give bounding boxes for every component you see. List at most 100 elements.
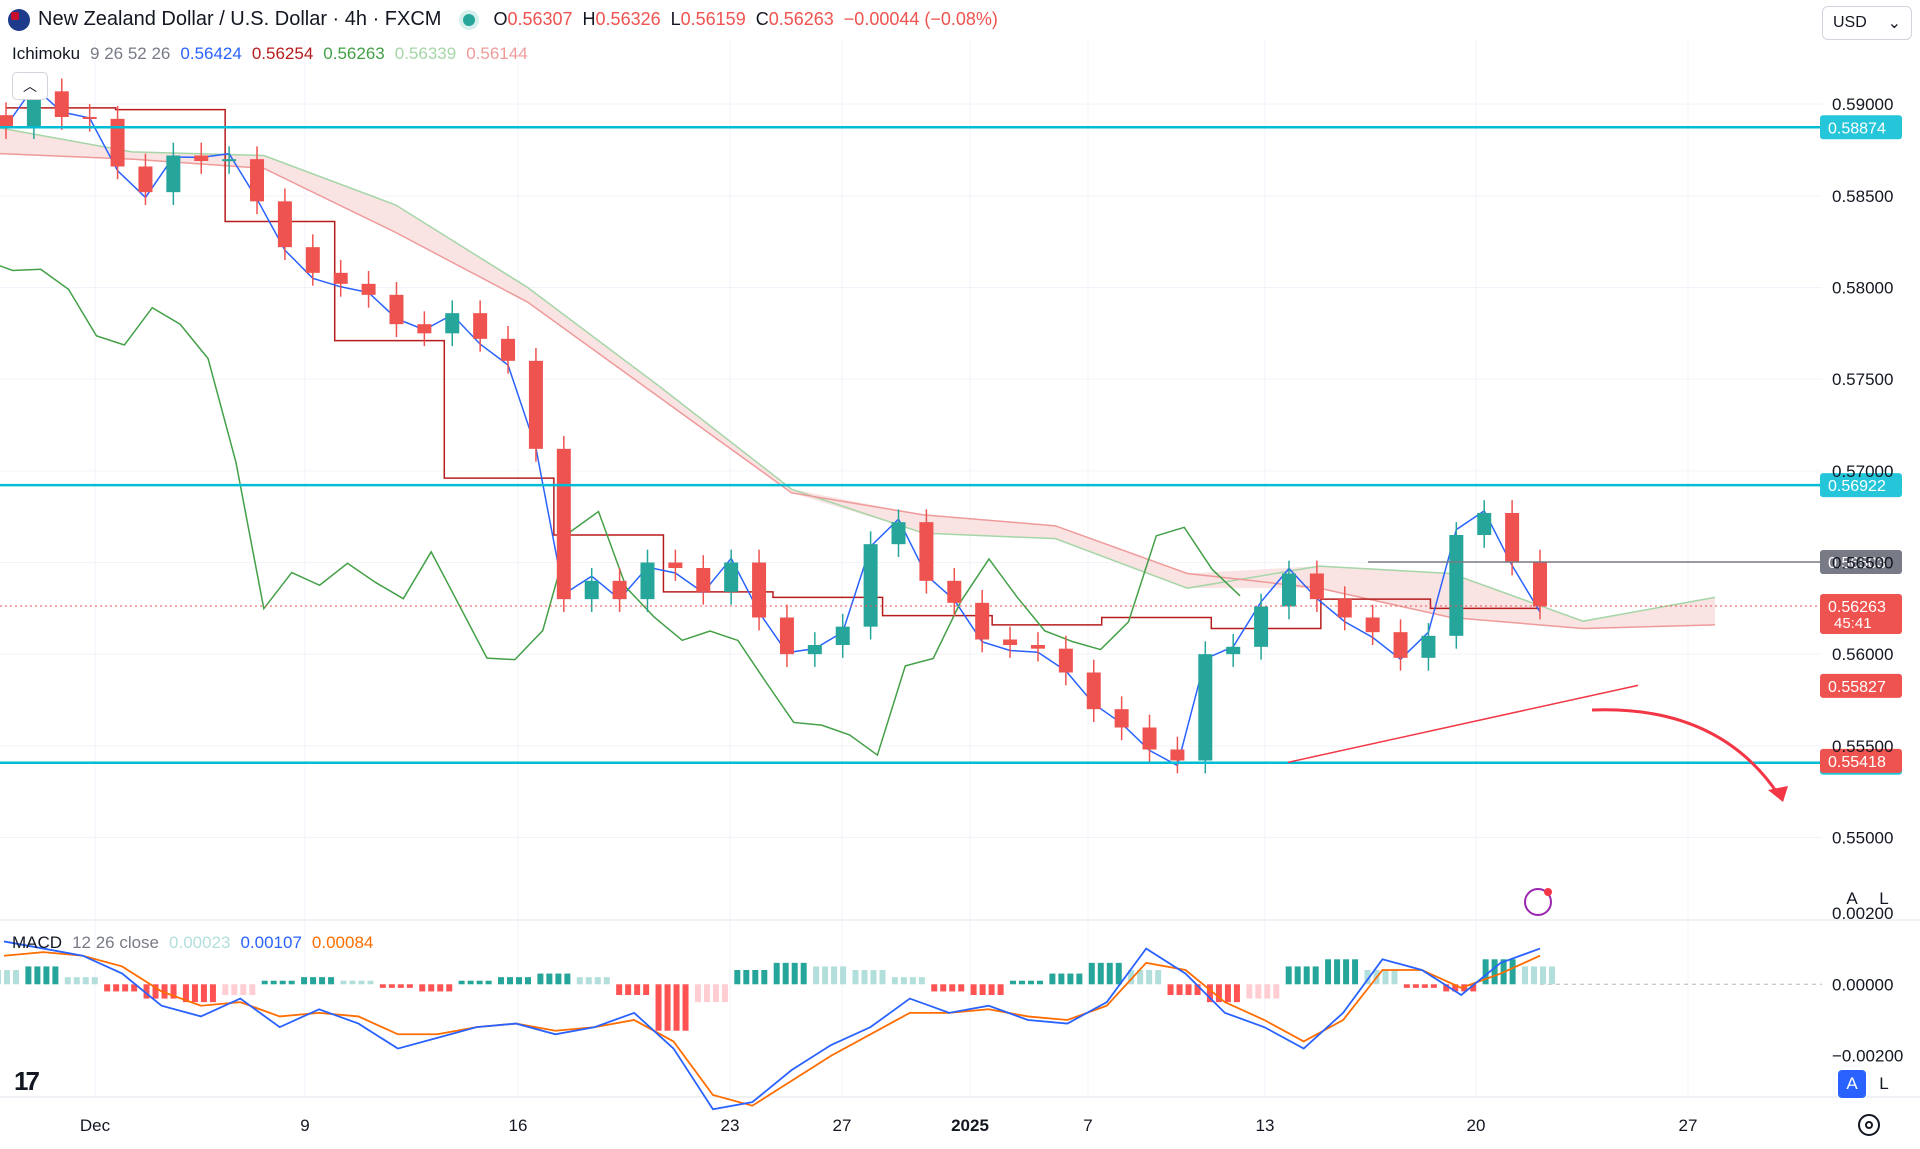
arrow-head-icon: [1768, 786, 1788, 802]
macd-legend[interactable]: MACD 12 26 close 0.00023 0.00107 0.00084: [12, 933, 373, 953]
close-label: C: [755, 9, 769, 29]
currency-select[interactable]: USD ⌄: [1822, 6, 1912, 40]
close-value: 0.56263: [768, 9, 834, 29]
macd-log-scale-button[interactable]: L: [1879, 1074, 1889, 1093]
macd-histogram-bar: [1430, 984, 1437, 988]
macd-histogram-bar: [397, 984, 404, 988]
macd-histogram-bar: [1206, 984, 1213, 1003]
macd-histogram-bar: [191, 984, 198, 1003]
chevron-down-icon: ⌄: [1887, 15, 1901, 32]
collapse-legend-button[interactable]: ︿: [12, 72, 48, 100]
ichimoku-legend[interactable]: Ichimoku 9 26 52 26 0.56424 0.56254 0.56…: [12, 44, 528, 64]
macd-histogram-bar: [537, 973, 544, 985]
macd-histogram-bar: [1176, 984, 1183, 995]
open-label: O: [493, 9, 508, 29]
high-value: 0.56326: [595, 9, 661, 29]
gear-icon[interactable]: [1858, 1114, 1880, 1136]
macd-histogram-bar: [358, 980, 365, 985]
macd-histogram-bar: [288, 980, 295, 985]
candle-body: [417, 324, 432, 334]
macd-histogram-bar: [791, 962, 798, 985]
macd-histogram-bar: [1531, 966, 1537, 985]
macd-histogram-bar: [476, 980, 483, 985]
macd-histogram-bar: [940, 984, 947, 992]
macd-histogram-bar: [1303, 966, 1310, 985]
price-tick-label: 0.55000: [1832, 829, 1893, 848]
macd-histogram-bar: [1491, 959, 1498, 985]
macd-histogram-bar: [319, 977, 326, 985]
candle-body: [1086, 672, 1101, 710]
candle-body: [975, 602, 990, 640]
macd-histogram-bar: [152, 984, 159, 999]
macd-histogram-bar: [1146, 970, 1153, 985]
macd-histogram-bar: [555, 973, 562, 985]
macd-histogram-bar: [104, 984, 111, 992]
macd-pane: [0, 940, 1822, 1111]
macd-histogram-bar: [734, 970, 741, 985]
price-tick-label: 0.59000: [1832, 95, 1893, 114]
time-tick-label: 23: [721, 1116, 740, 1135]
price-axis[interactable]: 0.55000 0.55500 0.56000 0.56500 0.57000 0.575…: [1832, 95, 1903, 1066]
macd-histogram-bar: [240, 984, 247, 995]
time-tick-label: 13: [1256, 1116, 1275, 1135]
macd-histogram-bar: [467, 980, 474, 985]
macd-histogram-bar: [0, 970, 1, 985]
macd-signal-value: 0.00084: [311, 933, 374, 952]
macd-histogram-bar: [931, 984, 938, 992]
log-scale-button[interactable]: L: [1879, 889, 1889, 908]
open-value: 0.56307: [507, 9, 573, 29]
candle-body: [138, 166, 153, 193]
macd-histogram-bar: [861, 970, 868, 985]
macd-histogram-bar: [616, 984, 623, 995]
macd-histogram-bar: [516, 977, 522, 985]
horizontal-levels[interactable]: 0.588740.569220.554080.565030.5626345:41…: [0, 115, 1902, 916]
macd-auto-scale-button[interactable]: A: [1838, 1070, 1866, 1098]
symbol-title[interactable]: New Zealand Dollar / U.S. Dollar · 4h · …: [38, 8, 442, 30]
change-value: −0.00044 (−0.08%): [843, 9, 998, 29]
tradingview-logo[interactable]: 17: [14, 1066, 40, 1096]
candle-body: [1058, 648, 1073, 673]
auto-scale-button[interactable]: A: [1846, 889, 1858, 908]
macd-histogram-bar: [1224, 984, 1231, 1003]
macd-histogram-bar: [979, 984, 986, 995]
macd-line: [3, 940, 1541, 1111]
macd-name: MACD: [12, 933, 63, 952]
macd-histogram-bar: [852, 970, 859, 985]
macd-histogram-bar: [721, 984, 728, 1003]
candle-body: [1142, 727, 1157, 750]
candle-body: [724, 562, 739, 592]
candle-body: [1477, 513, 1492, 535]
macd-histogram-bar: [1364, 970, 1371, 985]
macd-histogram-bar: [1049, 973, 1056, 985]
macd-histogram-bar: [782, 962, 789, 985]
macd-histogram-bar: [349, 980, 356, 985]
macd-histogram-bar: [1470, 984, 1477, 992]
time-axis[interactable]: Dec 9 16 23 27 2025 7 13 20 27: [80, 1116, 1698, 1135]
macd-histogram-bar: [1137, 970, 1144, 985]
macd-histogram-bar: [52, 966, 59, 985]
trendline: [1287, 684, 1639, 764]
macd-histogram-bar: [1097, 962, 1104, 985]
level-tag: [1820, 473, 1902, 498]
macd-histogram-bar: [1233, 984, 1240, 1003]
macd-histogram-bar: [73, 977, 80, 985]
macd-histogram-bar: [340, 980, 347, 985]
candle-body: [222, 159, 237, 162]
macd-histogram-bar: [1010, 980, 1016, 985]
macd-histogram-bar: [1246, 984, 1253, 999]
macd-histogram-bar: [91, 977, 98, 985]
macd-histogram-bar: [13, 970, 19, 985]
candle-body: [501, 338, 516, 361]
macd-histogram-bar: [1294, 966, 1301, 985]
macd-histogram-bar: [367, 980, 374, 985]
time-tick-label: 27: [1679, 1116, 1698, 1135]
macd-histogram-bar: [958, 984, 965, 992]
candles: [0, 78, 1547, 774]
span-b-value: 0.56144: [466, 44, 528, 63]
macd-histogram-bar: [379, 984, 386, 988]
level-tag: [1820, 549, 1902, 574]
macd-histogram-bar: [222, 984, 229, 995]
macd-histogram-bar: [840, 966, 847, 985]
macd-histogram-bar: [822, 966, 829, 985]
